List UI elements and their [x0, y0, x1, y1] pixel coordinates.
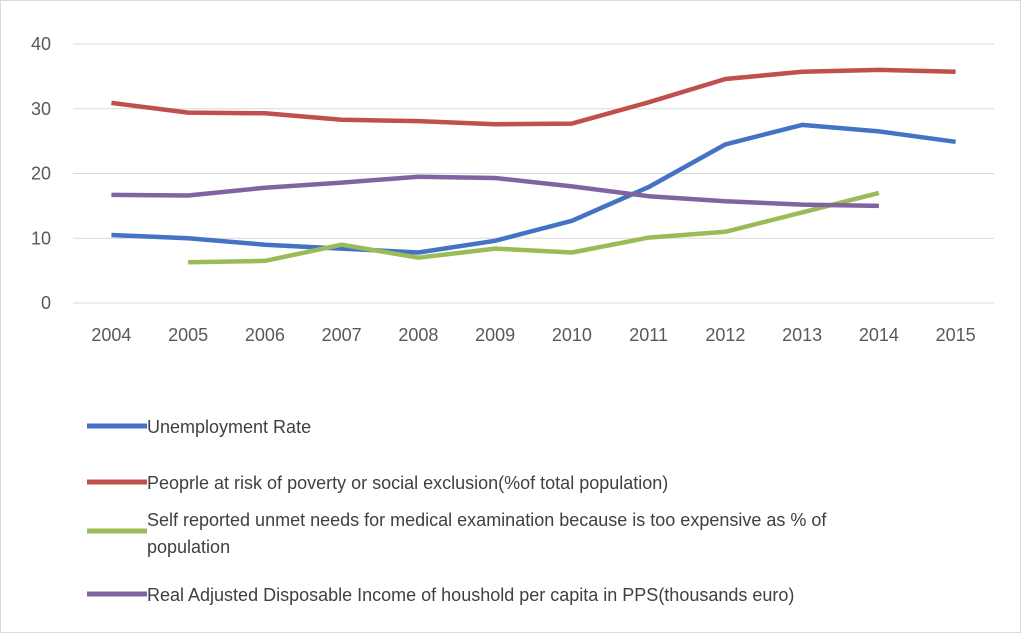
series-line-2: [111, 67, 956, 127]
x-tick-label: 2008: [398, 325, 438, 345]
gridlines: [73, 43, 994, 304]
x-tick-label: 2007: [322, 325, 362, 345]
x-tick-label: 2011: [629, 325, 668, 345]
y-tick-label: 20: [31, 164, 51, 184]
x-tick-label: 2015: [936, 325, 976, 345]
x-tick-label: 2010: [552, 325, 592, 345]
series-line-3: [188, 190, 880, 265]
legend-label-3: population: [147, 537, 230, 557]
y-axis: 0 10 20 30 40: [31, 34, 51, 313]
x-tick-label: 2006: [245, 325, 285, 345]
x-tick-label: 2009: [475, 325, 515, 345]
legend-label-1: Unemployment Rate: [147, 417, 311, 437]
series-line-1: [111, 122, 956, 255]
y-tick-label: 40: [31, 34, 51, 54]
legend-label-4: Real Adjusted Disposable Income of housh…: [147, 585, 794, 605]
x-tick-label: 2014: [859, 325, 899, 345]
x-tick-label: 2012: [705, 325, 745, 345]
x-tick-label: 2005: [168, 325, 208, 345]
series-lines: [111, 67, 956, 265]
legend-label-3: Self reported unmet needs for medical ex…: [147, 510, 827, 530]
y-tick-label: 10: [31, 228, 51, 248]
legend-label-2: Peoprle at risk of poverty or social exc…: [147, 473, 668, 493]
y-tick-label: 30: [31, 99, 51, 119]
y-tick-label: 0: [41, 293, 51, 313]
x-axis: 2004 2005 2006 2007 2008 2009 2010 2011 2012 2013…: [91, 325, 975, 345]
x-tick-label: 2013: [782, 325, 822, 345]
series-line-4: [111, 174, 879, 209]
x-tick-label: 2004: [91, 325, 131, 345]
legend: Unemployment Rate Peoprle at risk of pove…: [87, 417, 827, 605]
